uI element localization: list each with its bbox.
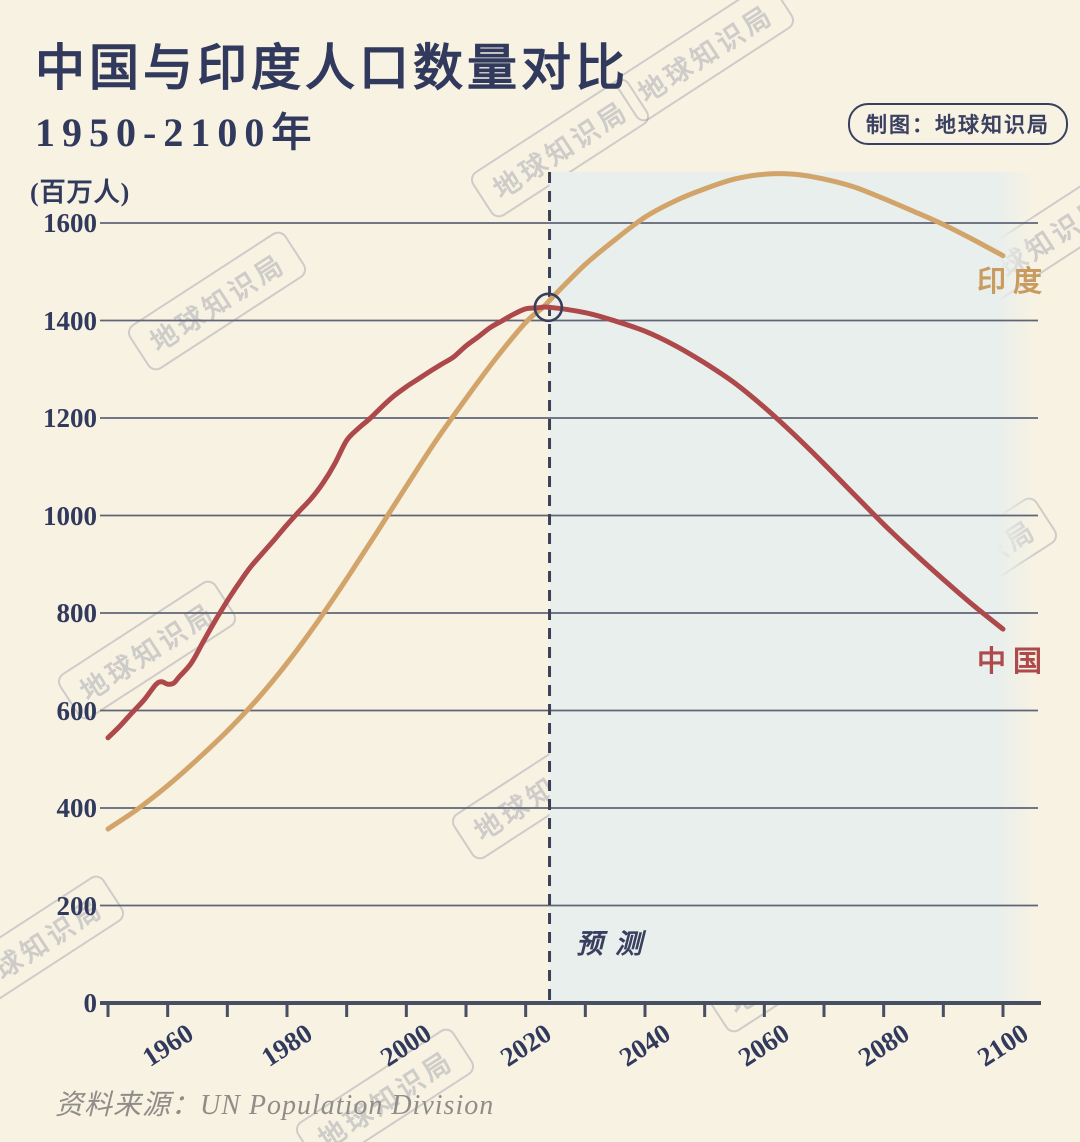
series-label-china: 中国 xyxy=(977,646,1050,678)
line-india xyxy=(105,171,1006,832)
y-tick-label-800: 800 xyxy=(56,598,98,628)
y-tick-label-600: 600 xyxy=(56,695,98,726)
credit-badge: 制图：地球知识局 xyxy=(848,103,1068,145)
y-tick-label-400: 400 xyxy=(56,793,98,823)
page-title: 中国与印度人口数量对比 xyxy=(35,40,629,96)
series-label-india: 印度 xyxy=(977,266,1050,298)
line-china xyxy=(105,304,1006,741)
y-axis-unit-label: (百万人) xyxy=(30,178,131,207)
y-tick-label-200: 200 xyxy=(56,890,98,921)
y-tick-label-1600: 1600 xyxy=(43,208,97,238)
forecast-region xyxy=(549,172,1036,1003)
y-tick-label-1200: 1200 xyxy=(43,403,97,433)
y-tick-label-0: 0 xyxy=(83,988,98,1018)
page-subtitle: 1950-2100年 xyxy=(35,110,319,155)
y-tick-label-1000: 1000 xyxy=(43,500,97,531)
y-tick-label-1400: 1400 xyxy=(43,305,97,336)
crossover-marker xyxy=(533,292,564,323)
forecast-label: 预测 xyxy=(576,929,654,959)
data-source: 资料来源：UN Population Division xyxy=(55,1090,495,1121)
